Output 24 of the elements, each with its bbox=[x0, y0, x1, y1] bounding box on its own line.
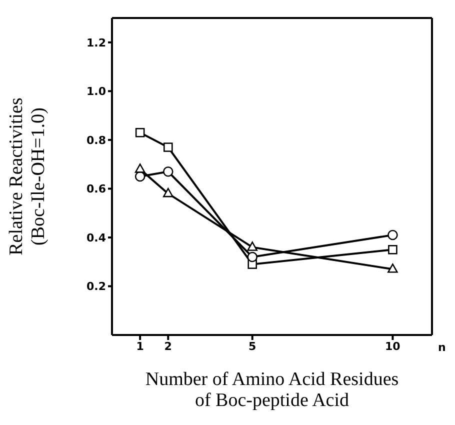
text: n bbox=[438, 341, 446, 354]
point bbox=[135, 128, 145, 138]
x-tick-label: 2 bbox=[164, 340, 172, 353]
y-tick-label: 0.4 bbox=[86, 231, 106, 244]
point bbox=[163, 142, 173, 152]
x-tick-label: 1 bbox=[136, 340, 144, 353]
point bbox=[134, 171, 146, 182]
y-tick-label: 1.0 bbox=[86, 85, 106, 98]
x-tick-label: 10 bbox=[385, 340, 401, 353]
y-tick-label: 0.6 bbox=[86, 182, 106, 196]
point bbox=[247, 252, 258, 262]
y-axis-title: Relative Reactivities (Boc-Ile-OH=1.0) bbox=[6, 98, 49, 256]
point bbox=[388, 245, 398, 254]
y-tick-label: 0.2 bbox=[86, 280, 106, 294]
point bbox=[134, 164, 146, 173]
x-tick-label: 5 bbox=[248, 340, 256, 353]
point bbox=[247, 242, 258, 251]
point bbox=[162, 166, 174, 177]
y-tick-label: 0.8 bbox=[86, 134, 106, 147]
x-axis-title: Number of Amino Acid Residues of Boc-peptide Acid bbox=[145, 369, 399, 411]
point bbox=[388, 230, 398, 240]
y-tick-label: 1.2 bbox=[86, 36, 106, 50]
point bbox=[162, 188, 174, 198]
point bbox=[388, 264, 398, 273]
